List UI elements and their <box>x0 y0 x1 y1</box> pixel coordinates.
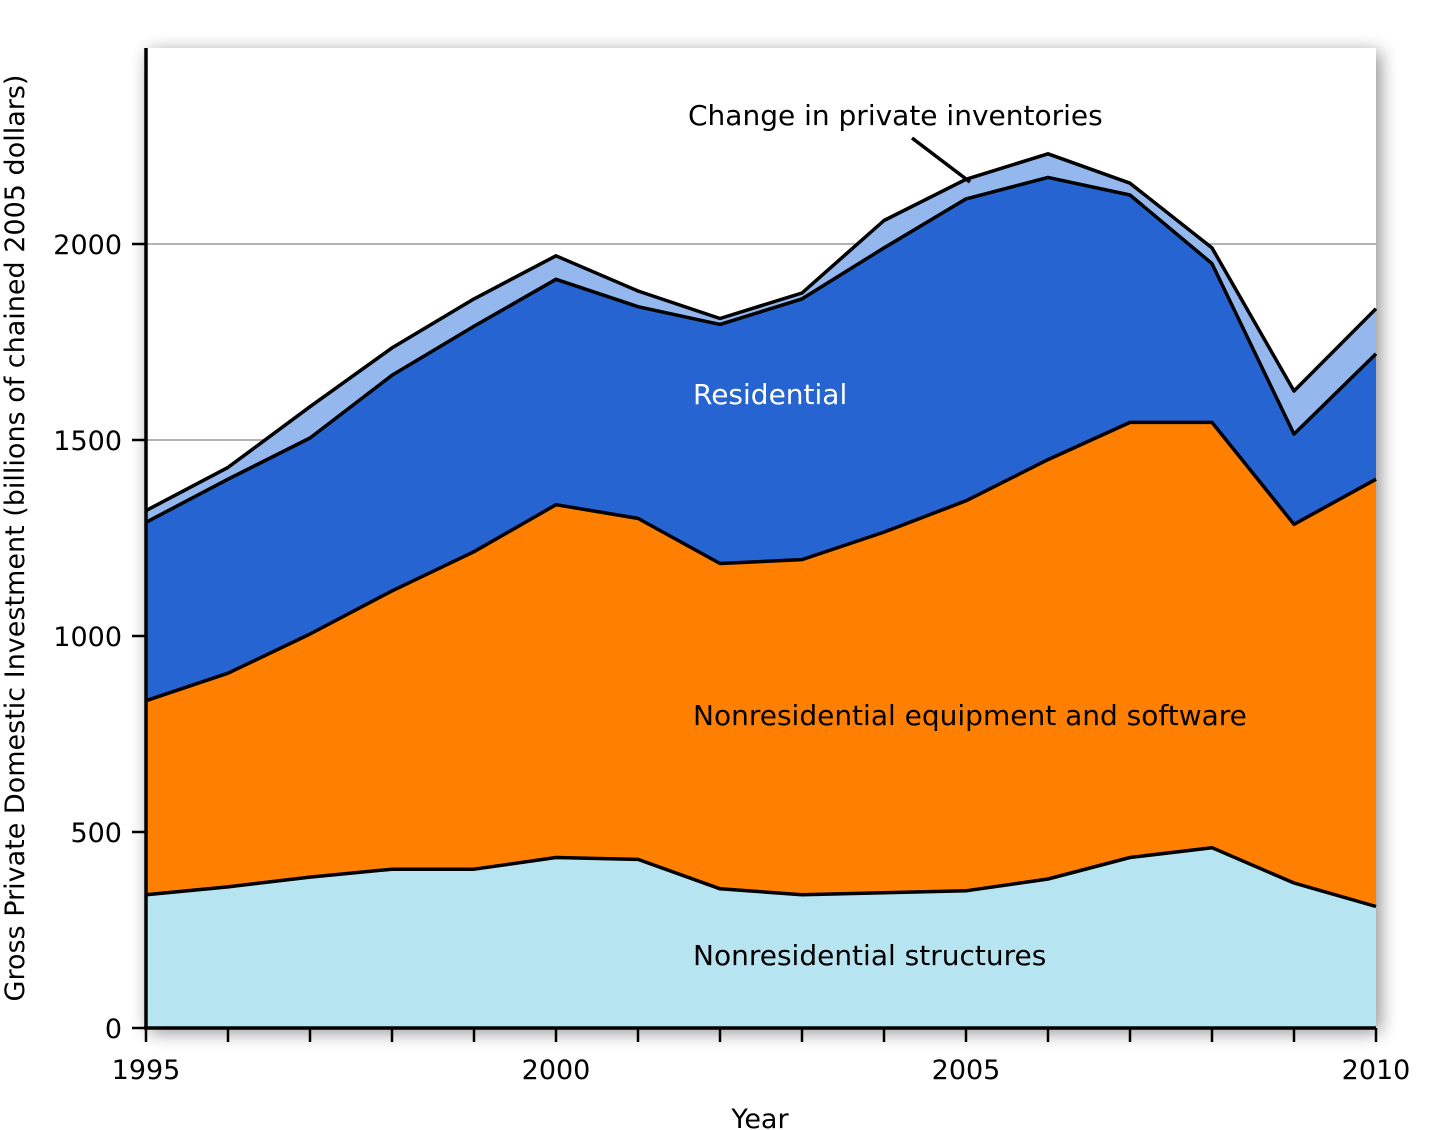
series-label-nonresidential-structures: Nonresidential structures <box>693 939 1046 972</box>
area-residential <box>146 177 1376 701</box>
x-tick-label-2005: 2005 <box>932 1055 1001 1086</box>
y-tick-label-0: 0 <box>105 1014 122 1045</box>
y-axis-title: Gross Private Domestic Investment (billi… <box>0 75 31 1002</box>
y-tick-label-1500: 1500 <box>53 426 122 457</box>
series-label-nonresidential-equipment-and-software: Nonresidential equipment and software <box>693 699 1247 732</box>
y-tick-label-2000: 2000 <box>53 230 122 261</box>
series-label-change-in-private-inventories: Change in private inventories <box>688 99 1103 132</box>
line-nonresidential-equipment-and-software <box>145 420 1377 703</box>
tick-marks-and-labels: 1995 2000 2005 2010 0 500 1000 1500 2000 <box>53 230 1410 1086</box>
x-tick-label-1995: 1995 <box>112 1055 181 1086</box>
x-axis-title: Year <box>730 1104 789 1130</box>
x-tick-label-2000: 2000 <box>522 1055 591 1086</box>
stacked-areas <box>145 152 1378 1028</box>
y-tick-label-500: 500 <box>70 818 122 849</box>
area-nonresidential-structures <box>146 847 1376 1028</box>
line-change-in-private-inventories <box>145 152 1378 513</box>
axes <box>144 48 1376 1030</box>
line-nonresidential-structures <box>145 845 1377 909</box>
area-nonresidential-equipment-and-software <box>146 422 1376 907</box>
inventories-pointer-line <box>910 136 972 184</box>
y-tick-label-1000: 1000 <box>53 622 122 653</box>
line-residential <box>145 175 1378 524</box>
series-label-residential: Residential <box>693 378 847 411</box>
x-tick-label-2010: 2010 <box>1342 1055 1411 1086</box>
